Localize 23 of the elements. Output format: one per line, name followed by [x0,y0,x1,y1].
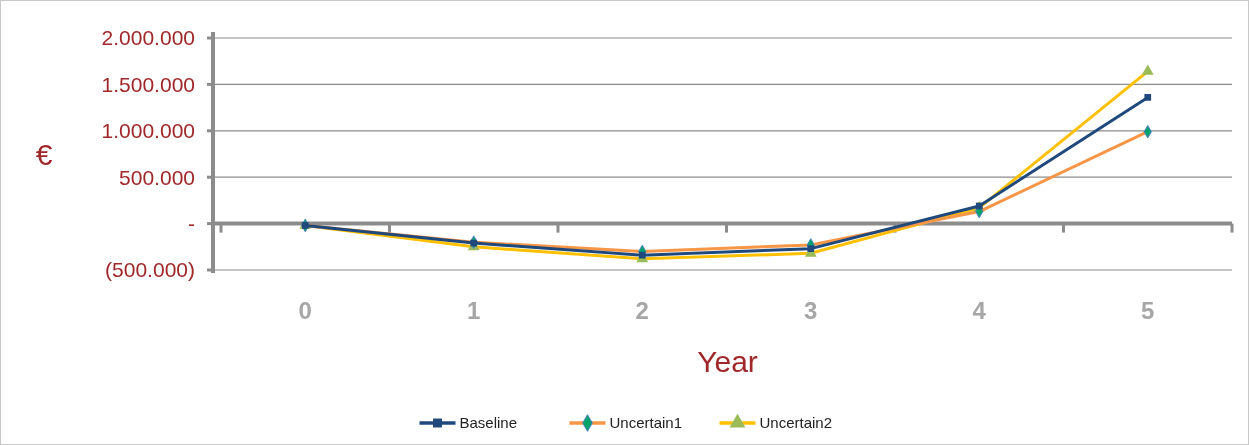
legend-label: Baseline [459,414,518,432]
y-tick-label: (500.000) [105,258,195,282]
y-tick-label: 1.500.000 [101,72,195,96]
y-tick-label: 500.000 [119,165,195,189]
y-tick-label: - [188,211,195,235]
point [301,222,309,229]
x-tick-label: 4 [972,297,987,324]
x-tick-label: 1 [467,297,481,324]
point [1144,94,1152,101]
legend-label: Uncertain1 [609,414,683,432]
y-tick-label: 2.000.000 [101,26,195,50]
x-tick-label: 0 [298,297,312,324]
point [638,251,646,259]
x-axis-title: Year [697,345,758,378]
y-axis-title: € [35,138,53,171]
x-tick-label: 3 [804,297,818,324]
y-tick-label: 1.000.000 [101,119,195,143]
point [1141,64,1154,75]
legend-label: Uncertain2 [759,414,833,432]
x-tick-label: 2 [635,297,649,324]
point [470,239,478,247]
x-tick-label: 5 [1141,297,1155,324]
point [807,245,815,253]
